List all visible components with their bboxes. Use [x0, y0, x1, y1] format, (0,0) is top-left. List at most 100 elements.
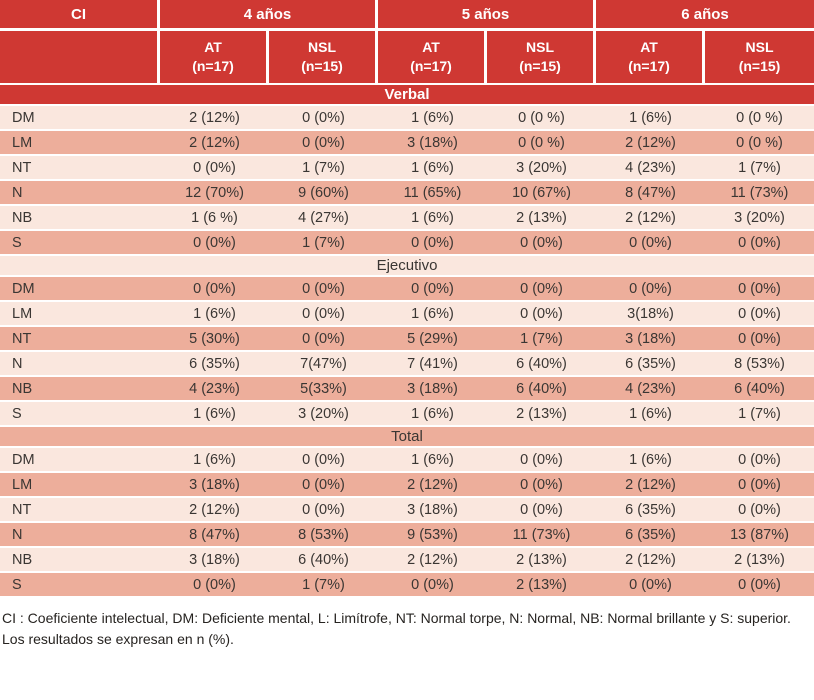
value-cell: 0 (0%): [487, 471, 596, 496]
value-cell: 1 (7%): [705, 154, 814, 179]
value-cell: 1 (6%): [378, 446, 487, 471]
table-row: LM 3 (18%) 0 (0%) 2 (12%) 0 (0%) 2 (12%) 0 (0%…: [0, 471, 814, 496]
value-cell: 3 (18%): [378, 129, 487, 154]
subgroup-header: NSL (n=15): [269, 31, 378, 83]
value-cell: 3 (18%): [596, 325, 705, 350]
value-cell: 3 (20%): [487, 154, 596, 179]
value-cell: 0 (0%): [160, 275, 269, 300]
section-band-row: Total: [0, 425, 814, 446]
row-label: NB: [0, 375, 160, 400]
subgroup-n: (n=17): [628, 58, 670, 74]
subgroup-n: (n=15): [301, 58, 343, 74]
value-cell: 0 (0%): [160, 154, 269, 179]
value-cell: 0 (0%): [705, 325, 814, 350]
value-cell: 6 (35%): [596, 521, 705, 546]
value-cell: 0 (0%): [160, 229, 269, 254]
value-cell: 1 (6%): [596, 104, 705, 129]
value-cell: 3 (18%): [378, 375, 487, 400]
value-cell: 0 (0%): [705, 229, 814, 254]
value-cell: 1 (6%): [596, 446, 705, 471]
header-row-age-groups: CI 4 años 5 años 6 años: [0, 0, 814, 31]
row-label: LM: [0, 300, 160, 325]
value-cell: 0 (0%): [160, 571, 269, 596]
value-cell: 9 (53%): [378, 521, 487, 546]
value-cell: 0 (0%): [705, 471, 814, 496]
value-cell: 6 (35%): [596, 350, 705, 375]
value-cell: 6 (40%): [487, 350, 596, 375]
value-cell: 0 (0%): [269, 104, 378, 129]
value-cell: 2 (12%): [596, 471, 705, 496]
row-label: NT: [0, 154, 160, 179]
table-body: Verbal DM 2 (12%) 0 (0%) 1 (6%) 0 (0 %) 1 (6%)…: [0, 83, 814, 596]
table-row: NT 2 (12%) 0 (0%) 3 (18%) 0 (0%) 6 (35%) 0 (0%…: [0, 496, 814, 521]
value-cell: 0 (0%): [487, 300, 596, 325]
row-label: N: [0, 521, 160, 546]
subgroup-label: AT: [204, 39, 222, 56]
value-cell: 1 (7%): [269, 154, 378, 179]
table-row: NB 1 (6 %) 4 (27%) 1 (6%) 2 (13%) 2 (12%) 3 (2…: [0, 204, 814, 229]
value-cell: 0 (0%): [705, 496, 814, 521]
value-cell: 3(18%): [596, 300, 705, 325]
row-label: NT: [0, 496, 160, 521]
value-cell: 0 (0%): [269, 300, 378, 325]
subgroup-header: NSL (n=15): [487, 31, 596, 83]
value-cell: 2 (12%): [160, 104, 269, 129]
value-cell: 0 (0%): [596, 571, 705, 596]
section-band-row: Verbal: [0, 83, 814, 104]
value-cell: 0 (0%): [269, 325, 378, 350]
row-label: NB: [0, 204, 160, 229]
value-cell: 0 (0%): [596, 229, 705, 254]
row-label: DM: [0, 446, 160, 471]
value-cell: 1 (6%): [160, 446, 269, 471]
age-group-header-4: 4 años: [160, 0, 378, 31]
value-cell: 3 (18%): [160, 546, 269, 571]
table-row: LM 2 (12%) 0 (0%) 3 (18%) 0 (0 %) 2 (12%) 0 (0…: [0, 129, 814, 154]
value-cell: 0 (0%): [269, 471, 378, 496]
value-cell: 8 (47%): [160, 521, 269, 546]
age-group-header-6: 6 años: [596, 0, 814, 31]
table-row: NT 5 (30%) 0 (0%) 5 (29%) 1 (7%) 3 (18%) 0 (0%…: [0, 325, 814, 350]
value-cell: 0 (0%): [269, 446, 378, 471]
section-title-total: Total: [0, 425, 814, 446]
corner-empty-cell: [0, 31, 160, 83]
value-cell: 1 (6%): [160, 300, 269, 325]
ci-results-table: CI 4 años 5 años 6 años AT (n=17) NSL (n…: [0, 0, 814, 596]
table-row: LM 1 (6%) 0 (0%) 1 (6%) 0 (0%) 3(18%) 0 (0%): [0, 300, 814, 325]
value-cell: 2 (12%): [378, 471, 487, 496]
value-cell: 6 (40%): [705, 375, 814, 400]
value-cell: 1 (7%): [269, 229, 378, 254]
value-cell: 13 (87%): [705, 521, 814, 546]
value-cell: 0 (0%): [705, 571, 814, 596]
value-cell: 5 (30%): [160, 325, 269, 350]
value-cell: 8 (53%): [705, 350, 814, 375]
value-cell: 6 (40%): [487, 375, 596, 400]
section-title-verbal: Verbal: [0, 83, 814, 104]
value-cell: 0 (0%): [487, 446, 596, 471]
row-label: LM: [0, 129, 160, 154]
value-cell: 4 (27%): [269, 204, 378, 229]
value-cell: 4 (23%): [596, 154, 705, 179]
value-cell: 2 (13%): [705, 546, 814, 571]
value-cell: 8 (47%): [596, 179, 705, 204]
value-cell: 1 (7%): [269, 571, 378, 596]
row-label: NB: [0, 546, 160, 571]
row-label: S: [0, 400, 160, 425]
footnote: CI : Coeficiente intelectual, DM: Defici…: [2, 610, 791, 647]
value-cell: 2 (12%): [378, 546, 487, 571]
value-cell: 0 (0%): [705, 446, 814, 471]
value-cell: 9 (60%): [269, 179, 378, 204]
value-cell: 0 (0 %): [487, 104, 596, 129]
subgroup-header: NSL (n=15): [705, 31, 814, 83]
subgroup-n: (n=15): [519, 58, 561, 74]
value-cell: 1 (6%): [378, 400, 487, 425]
value-cell: 1 (6%): [160, 400, 269, 425]
table-row: DM 1 (6%) 0 (0%) 1 (6%) 0 (0%) 1 (6%) 0 (0%): [0, 446, 814, 471]
value-cell: 5 (29%): [378, 325, 487, 350]
value-cell: 11 (65%): [378, 179, 487, 204]
value-cell: 1 (6 %): [160, 204, 269, 229]
value-cell: 4 (23%): [596, 375, 705, 400]
